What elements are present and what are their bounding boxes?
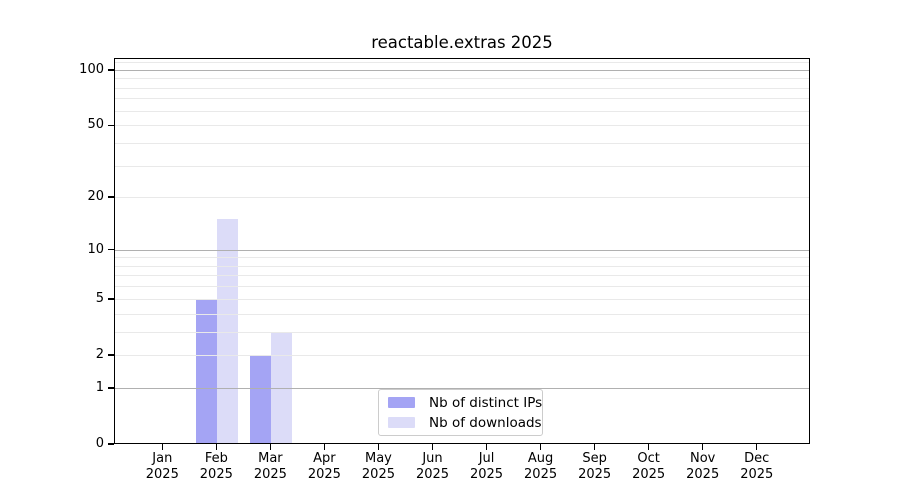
legend-label-distinct-ips: Nb of distinct IPs bbox=[429, 394, 543, 411]
y-minor-gridline-90 bbox=[114, 78, 810, 80]
y-tick-label-5: 5 bbox=[95, 290, 104, 306]
y-tick-100 bbox=[108, 69, 114, 71]
x-tick-apr bbox=[323, 444, 326, 450]
y-minor-gridline-80 bbox=[114, 87, 810, 89]
y-minor-gridline-7 bbox=[114, 275, 810, 277]
x-tick-mar bbox=[269, 444, 272, 450]
y-minor-gridline-6 bbox=[114, 286, 810, 288]
chart-title: reactable.extras 2025 bbox=[371, 33, 553, 52]
y-minor-gridline-30 bbox=[114, 165, 810, 167]
y-minor-gridline-8 bbox=[114, 265, 810, 267]
legend-entry-downloads: Nb of downloads bbox=[386, 414, 542, 431]
plot-border bbox=[114, 58, 810, 444]
bar-downloads-mar bbox=[271, 331, 293, 444]
y-tick-0 bbox=[108, 443, 114, 445]
legend-swatch-distinct-ips-icon bbox=[388, 397, 415, 408]
x-tick-jul bbox=[485, 444, 488, 450]
y-tick-label-10: 10 bbox=[87, 241, 104, 257]
legend-swatch-downloads-icon bbox=[388, 417, 415, 428]
x-tick-label-mar: Mar 2025 bbox=[253, 451, 287, 482]
y-major-gridline-100 bbox=[114, 69, 810, 71]
y-minor-gridline-9 bbox=[114, 257, 810, 259]
x-tick-label-dec: Dec 2025 bbox=[740, 451, 774, 482]
y-tick-2 bbox=[108, 354, 114, 356]
y-minor-gridline-2 bbox=[114, 354, 810, 356]
y-tick-10 bbox=[108, 248, 114, 251]
x-tick-may bbox=[377, 444, 380, 450]
y-minor-gridline-70 bbox=[114, 98, 810, 100]
y-tick-label-100: 100 bbox=[79, 61, 104, 77]
x-tick-label-aug: Aug 2025 bbox=[524, 451, 558, 482]
y-tick-50 bbox=[108, 124, 114, 127]
x-tick-label-jun: Jun 2025 bbox=[415, 451, 450, 482]
y-tick-20 bbox=[108, 196, 114, 198]
y-tick-1 bbox=[108, 387, 114, 389]
y-major-gridline-1 bbox=[114, 387, 810, 389]
legend: Nb of distinct IPs Nb of downloads bbox=[378, 389, 543, 436]
x-tick-sep bbox=[593, 444, 596, 450]
x-tick-label-oct: Oct 2025 bbox=[632, 451, 666, 482]
bar-distinct-ips-mar bbox=[250, 354, 272, 444]
y-major-gridline-10 bbox=[114, 249, 810, 251]
y-tick-label-0: 0 bbox=[95, 436, 104, 451]
x-tick-label-apr: Apr 2025 bbox=[307, 451, 341, 482]
y-tick-label-50: 50 bbox=[87, 117, 104, 133]
y-tick-label-20: 20 bbox=[87, 189, 104, 205]
y-minor-gridline-4 bbox=[114, 313, 810, 315]
legend-label-downloads: Nb of downloads bbox=[429, 414, 542, 431]
x-tick-label-jan: Jan 2025 bbox=[145, 451, 179, 482]
y-minor-gridline-20 bbox=[114, 197, 810, 199]
x-tick-label-sep: Sep 2025 bbox=[578, 451, 612, 482]
x-tick-label-feb: Feb 2025 bbox=[199, 451, 233, 482]
y-minor-gridline-40 bbox=[114, 142, 810, 144]
y-minor-gridline-50 bbox=[114, 125, 810, 127]
x-tick-oct bbox=[647, 444, 650, 450]
y-tick-label-2: 2 bbox=[95, 346, 104, 362]
y-tick-5 bbox=[108, 298, 114, 300]
x-tick-jun bbox=[431, 444, 434, 450]
x-tick-label-nov: Nov 2025 bbox=[686, 451, 720, 482]
x-tick-label-jul: Jul 2025 bbox=[469, 451, 504, 482]
x-tick-aug bbox=[539, 444, 542, 450]
y-minor-gridline-60 bbox=[114, 110, 810, 112]
x-tick-label-may: May 2025 bbox=[361, 451, 395, 482]
x-tick-feb bbox=[215, 444, 218, 450]
y-minor-gridline-110 bbox=[114, 62, 810, 64]
x-tick-nov bbox=[701, 444, 704, 450]
x-tick-jan bbox=[161, 444, 164, 450]
y-minor-gridline-3 bbox=[114, 331, 810, 333]
bar-distinct-ips-feb bbox=[196, 298, 218, 444]
y-tick-label-1: 1 bbox=[95, 379, 104, 395]
y-minor-gridline-5 bbox=[114, 298, 810, 300]
legend-entry-distinct-ips: Nb of distinct IPs bbox=[386, 394, 542, 411]
x-tick-dec bbox=[755, 444, 758, 450]
